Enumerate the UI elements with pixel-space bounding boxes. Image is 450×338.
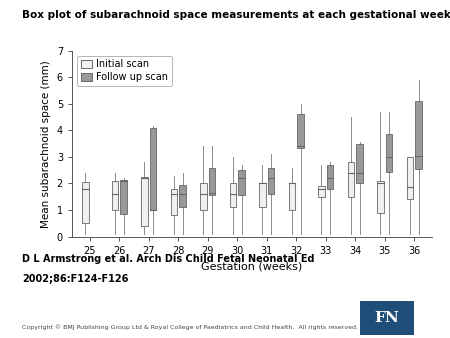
X-axis label: Gestation (weeks): Gestation (weeks)	[202, 261, 302, 271]
Bar	[386, 134, 392, 172]
Bar	[150, 128, 157, 210]
Bar	[230, 184, 236, 208]
Bar	[141, 177, 148, 226]
Bar	[259, 184, 266, 208]
Bar	[238, 170, 245, 195]
Bar	[377, 181, 383, 213]
Text: FN: FN	[374, 311, 400, 325]
Bar	[297, 115, 304, 148]
Bar	[200, 184, 207, 210]
Bar	[180, 185, 186, 208]
Bar	[318, 186, 324, 197]
Text: Copyright © BMJ Publishing Group Ltd & Royal College of Paediatrics and Child He: Copyright © BMJ Publishing Group Ltd & R…	[22, 324, 359, 330]
Bar	[356, 144, 363, 184]
Text: 2002;86:F124-F126: 2002;86:F124-F126	[22, 274, 129, 284]
Bar	[112, 181, 118, 210]
Bar	[121, 179, 127, 214]
Bar	[288, 184, 295, 210]
Bar	[415, 101, 422, 169]
Bar	[347, 162, 354, 197]
Bar	[407, 157, 413, 199]
Bar	[171, 189, 177, 215]
Legend: Initial scan, Follow up scan: Initial scan, Follow up scan	[77, 55, 172, 86]
Bar	[268, 168, 274, 194]
Bar	[209, 168, 216, 195]
Text: Box plot of subarachnoid space measurements at each gestational week of age.: Box plot of subarachnoid space measureme…	[22, 10, 450, 20]
Bar	[82, 182, 89, 223]
Bar	[327, 165, 333, 189]
Y-axis label: Mean subarachnoid space (mm): Mean subarachnoid space (mm)	[41, 60, 51, 227]
Text: D L Armstrong et al. Arch Dis Child Fetal Neonatal Ed: D L Armstrong et al. Arch Dis Child Feta…	[22, 254, 315, 264]
